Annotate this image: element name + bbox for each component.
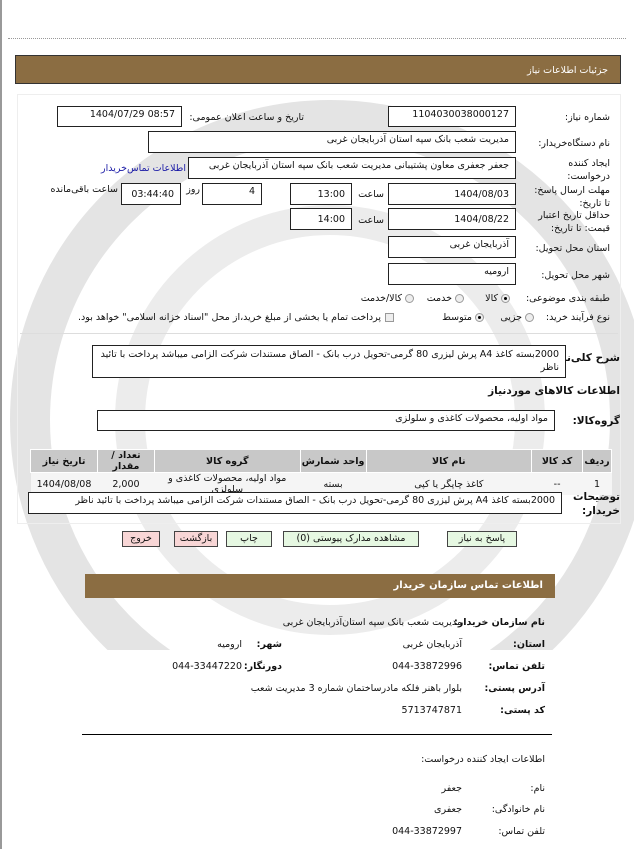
print-button[interactable]: چاپ xyxy=(226,531,272,547)
city-label: شهر محل تحویل: xyxy=(541,270,610,281)
creator-phone-label: تلفن تماس: xyxy=(498,826,545,837)
announce-label: تاریخ و ساعت اعلان عمومی: xyxy=(189,112,304,123)
col-row: ردیف xyxy=(582,449,612,473)
description-label: شرح کلی‌نیاز: xyxy=(548,352,620,364)
reply-button[interactable]: پاسخ به نیاز xyxy=(447,531,517,547)
table-row: 1 -- کاغذ چاپگر یا کپی بسته مواد اولیه، … xyxy=(30,472,612,495)
buyer-contact-link[interactable]: اطلاعات تماس‌خریدار xyxy=(101,163,186,174)
col-name: نام کالا xyxy=(365,449,533,473)
category-service-radio[interactable]: خدمت xyxy=(427,292,464,305)
col-unit: واحد شمارش xyxy=(299,449,367,473)
goods-group-label: گروه‌کالا: xyxy=(572,415,620,427)
attachments-button[interactable]: مشاهده مدارک پیوستی (0) xyxy=(283,531,419,547)
category-both-radio[interactable]: کالا/خدمت xyxy=(361,292,414,305)
contact-address: بلوار باهنر فلکه مادرساختمان شماره 3 مدی… xyxy=(250,683,462,694)
validity-time-label: ساعت xyxy=(358,215,384,226)
deadline-time-label: ساعت xyxy=(358,189,384,200)
contact-fax: 044-33447220 xyxy=(172,661,242,672)
deadline-time-field: 13:00 xyxy=(290,183,352,205)
process-medium-radio[interactable]: متوسط xyxy=(442,311,484,324)
creator-label: ایجاد کننده درخواست: xyxy=(567,158,610,182)
left-border xyxy=(0,0,2,849)
province-label: استان محل تحویل: xyxy=(535,243,610,254)
cell-group: مواد اولیه، محصولات کاغذی و سلولزی xyxy=(154,472,301,495)
creator-family: جعفری xyxy=(434,804,462,815)
contact-phone-label: تلفن تماس: xyxy=(488,661,545,672)
remaining-label: ساعت باقی‌مانده xyxy=(50,184,118,195)
contact-section-title: اطلاعات تماس سازمان خریدار xyxy=(85,574,555,598)
cell-name: کاغذ چاپگر یا کپی xyxy=(366,472,532,495)
days-field: 4 xyxy=(202,183,262,205)
buyer-org-label: نام دستگاه‌خریدار: xyxy=(538,138,610,149)
category-goods-radio[interactable]: کالا xyxy=(485,292,510,305)
cell-date: 1404/08/08 xyxy=(30,472,98,495)
buyer-notes-label: توضیحات خریدار: xyxy=(572,491,620,517)
announce-field: 1404/07/29 08:57 xyxy=(57,106,182,127)
divider xyxy=(8,38,626,39)
col-qty: تعداد / مقدار xyxy=(97,449,155,473)
separator xyxy=(20,333,618,334)
contact-postal-label: کد پستی: xyxy=(500,705,545,716)
goods-group-field: مواد اولیه، محصولات کاغذی و سلولزی xyxy=(97,410,555,431)
contact-city-label: شهر: xyxy=(256,639,282,650)
treasury-checkbox[interactable]: پرداخت تمام یا بخشی از مبلغ خرید،از محل … xyxy=(78,311,394,324)
validity-label: حداقل تاریخ اعتبار قیمت: تا تاریخ: xyxy=(538,210,610,234)
col-date: تاریخ نیاز xyxy=(29,449,99,473)
goods-section-title: اطلاعات کالاهای موردنیاز xyxy=(488,385,620,397)
page-title: جزئیات اطلاعات نیاز xyxy=(15,55,621,84)
table-header-row: ردیف کد کالا نام کالا واحد شمارش گروه کا… xyxy=(29,449,612,473)
buyer-org-field: مدیریت شعب بانک سپه استان آذربایجان غربی xyxy=(148,131,516,153)
back-button[interactable]: بازگشت xyxy=(174,531,218,547)
cell-row: 1 xyxy=(582,472,612,495)
process-label: نوع فرآیند خرید: xyxy=(545,312,610,323)
days-label: روز xyxy=(186,184,200,195)
contact-org-label: نام سازمان خریدار: xyxy=(454,617,545,628)
contact-province: آذربایجان غربی xyxy=(402,639,462,650)
contact-city: ارومیه xyxy=(217,639,242,650)
need-number-field: 1104030038000127 xyxy=(388,106,516,127)
exit-button[interactable]: خروج xyxy=(122,531,160,547)
deadline-label: مهلت ارسال پاسخ: تا تاریخ: xyxy=(534,185,610,209)
cell-code: -- xyxy=(531,472,583,495)
creator-info-title: اطلاعات ایجاد کننده درخواست: xyxy=(421,754,545,765)
cell-qty: 2,000 xyxy=(97,472,155,495)
contact-fax-label: دورنگار: xyxy=(243,661,282,672)
deadline-date-field: 1404/08/03 xyxy=(388,183,516,205)
creator-name-label: نام: xyxy=(530,783,545,794)
buyer-notes-field: 2000بسته کاغذ A4 پرش لیزری 80 گرمی-تحویل… xyxy=(28,492,562,514)
contact-address-label: آدرس پستی: xyxy=(484,683,545,694)
validity-date-field: 1404/08/22 xyxy=(388,208,516,230)
validity-time-field: 14:00 xyxy=(290,208,352,230)
contact-phone: 044-33872996 xyxy=(392,661,462,672)
contact-org: مدیریت شعب بانک سپه استان‌آذربایجان غربی xyxy=(282,617,462,628)
contact-province-label: استان: xyxy=(513,639,545,650)
creator-name: جعفر xyxy=(441,783,462,794)
category-label: طبقه بندی موضوعی: xyxy=(525,293,610,304)
creator-family-label: نام خانوادگی: xyxy=(491,804,545,815)
creator-phone: 044-33872997 xyxy=(392,826,462,837)
col-group: گروه کالا xyxy=(153,449,301,473)
remaining-time-field: 03:44:40 xyxy=(121,183,181,205)
contact-divider xyxy=(82,734,552,735)
creator-field: جعفر جعفری معاون پشتیبانی مدیریت شعب بان… xyxy=(188,157,516,179)
contact-postal: 5713747871 xyxy=(401,705,462,716)
description-field: 2000بسته کاغذ A4 پرش لیزری 80 گرمی-تحویل… xyxy=(92,345,566,378)
province-field: آذربایجان غربی xyxy=(388,236,516,258)
goods-table: ردیف کد کالا نام کالا واحد شمارش گروه کا… xyxy=(29,449,612,495)
process-minor-radio[interactable]: جزیی xyxy=(500,311,534,324)
form-panel xyxy=(17,94,621,524)
cell-unit: بسته xyxy=(300,472,367,495)
need-number-label: شماره نیاز: xyxy=(564,112,610,123)
col-code: کد کالا xyxy=(531,449,584,473)
city-field: ارومیه xyxy=(388,263,516,285)
